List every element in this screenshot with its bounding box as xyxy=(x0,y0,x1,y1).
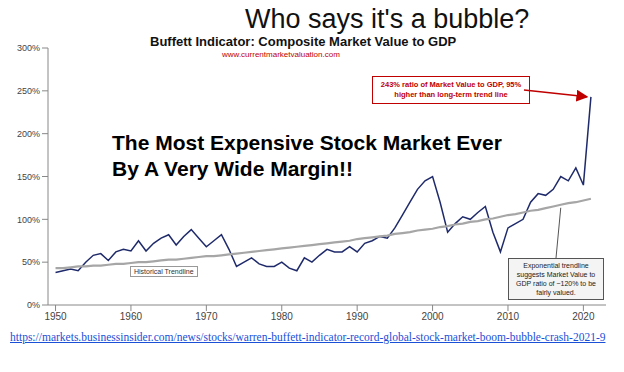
svg-text:250%: 250% xyxy=(17,86,40,96)
svg-text:100%: 100% xyxy=(17,215,40,225)
svg-text:2010: 2010 xyxy=(497,311,520,322)
html-text:Historical Trendline: Historical Trendline xyxy=(134,268,194,275)
svg-text:50%: 50% xyxy=(22,257,40,267)
html-text:243% ratio of Market Value to: 243% ratio of Market Value to GDP, 95% h… xyxy=(380,80,522,99)
svg-text:1980: 1980 xyxy=(271,311,294,322)
html-text:Exponential trendline suggests: Exponential trendline suggests Market Va… xyxy=(516,262,596,296)
svg-text:1960: 1960 xyxy=(120,311,143,322)
svg-text:1970: 1970 xyxy=(195,311,218,322)
svg-text:2000: 2000 xyxy=(421,311,444,322)
html-text:Buffett Indicator: Composite M: Buffett Indicator: Composite Market Valu… xyxy=(150,34,457,49)
html-text:www.currentmarketvaluation.com: www.currentmarketvaluation.com xyxy=(222,50,340,59)
svg-text:1950: 1950 xyxy=(44,311,67,322)
svg-text:200%: 200% xyxy=(17,129,40,139)
html-text:https://markets.businessinside: https://markets.businessinsider.com/news… xyxy=(10,331,606,343)
svg-text:0%: 0% xyxy=(27,300,40,310)
html-text:By A Very Wide Margin!!: By A Very Wide Margin!! xyxy=(112,157,353,180)
svg-text:300%: 300% xyxy=(17,43,40,53)
svg-text:1990: 1990 xyxy=(346,311,369,322)
svg-text:150%: 150% xyxy=(17,172,40,182)
svg-text:2020: 2020 xyxy=(572,311,595,322)
html-text:Who says it's a bubble?: Who says it's a bubble? xyxy=(245,4,530,34)
html-text:The Most Expensive Stock Marke: The Most Expensive Stock Market Ever xyxy=(112,131,502,154)
